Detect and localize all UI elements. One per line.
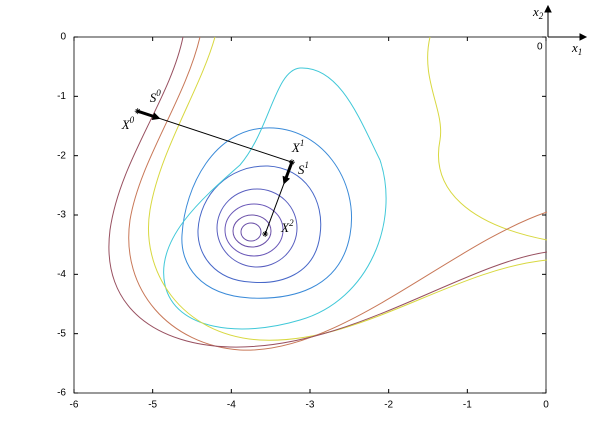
label-sup: 0 xyxy=(156,88,161,98)
y-tick-label: -6 xyxy=(57,388,66,399)
label-sup: 1 xyxy=(300,138,305,148)
contour xyxy=(108,36,548,348)
y-tick-label: -5 xyxy=(57,328,66,339)
y-tick-label: -3 xyxy=(57,210,66,221)
y-tick-label: -1 xyxy=(57,91,66,102)
point-label: X1 xyxy=(291,138,304,155)
x-tick-label: -6 xyxy=(70,400,79,411)
point-label: X0 xyxy=(121,115,135,132)
y-tick-label: -4 xyxy=(57,269,66,280)
point-label: X2 xyxy=(280,218,294,235)
label-base: X xyxy=(121,117,131,132)
y-tick-label: -2 xyxy=(57,150,66,161)
point-label: S0 xyxy=(150,88,162,105)
y-tick-label: 0 xyxy=(60,32,66,43)
label-base: x xyxy=(571,40,578,55)
contour xyxy=(181,127,352,299)
label-sup: 2 xyxy=(289,218,294,228)
label-base: S xyxy=(298,162,305,177)
x-tick-label: 0 xyxy=(543,400,549,411)
contour xyxy=(216,188,298,268)
label-sup: 1 xyxy=(304,160,309,170)
label-base: X xyxy=(291,140,301,155)
corner-x-label: x1 xyxy=(571,40,582,57)
x-tick-label: -2 xyxy=(384,400,393,411)
label-sub: 1 xyxy=(578,47,583,57)
point xyxy=(262,230,269,237)
label-base: X xyxy=(280,220,290,235)
label-base: S xyxy=(150,90,157,105)
label-sub: 2 xyxy=(539,11,544,21)
contour xyxy=(128,36,548,351)
contour xyxy=(224,203,284,257)
contours xyxy=(108,36,548,351)
direction-arrow xyxy=(137,109,157,119)
direction-arrow xyxy=(283,161,294,181)
corner-origin: 0 xyxy=(537,42,543,53)
point-label: S1 xyxy=(298,160,309,177)
contour xyxy=(163,67,387,330)
corner-arrowheads xyxy=(544,4,588,41)
contour xyxy=(232,214,272,248)
x-tick-label: -3 xyxy=(306,400,315,411)
plot-frame xyxy=(73,36,547,394)
contour xyxy=(148,36,548,341)
label-base: x xyxy=(532,4,539,19)
x-tick-label: -5 xyxy=(148,400,157,411)
contour xyxy=(197,165,322,283)
x-tick-label: -4 xyxy=(227,400,236,411)
x-tick-label: -1 xyxy=(463,400,472,411)
corner-axes xyxy=(544,4,588,41)
corner-y-label: x2 xyxy=(532,4,544,21)
contour xyxy=(240,222,262,242)
point xyxy=(288,159,295,166)
direction-arrowhead xyxy=(151,112,161,120)
direction-arrowhead xyxy=(282,175,291,185)
label-sup: 0 xyxy=(130,115,135,125)
